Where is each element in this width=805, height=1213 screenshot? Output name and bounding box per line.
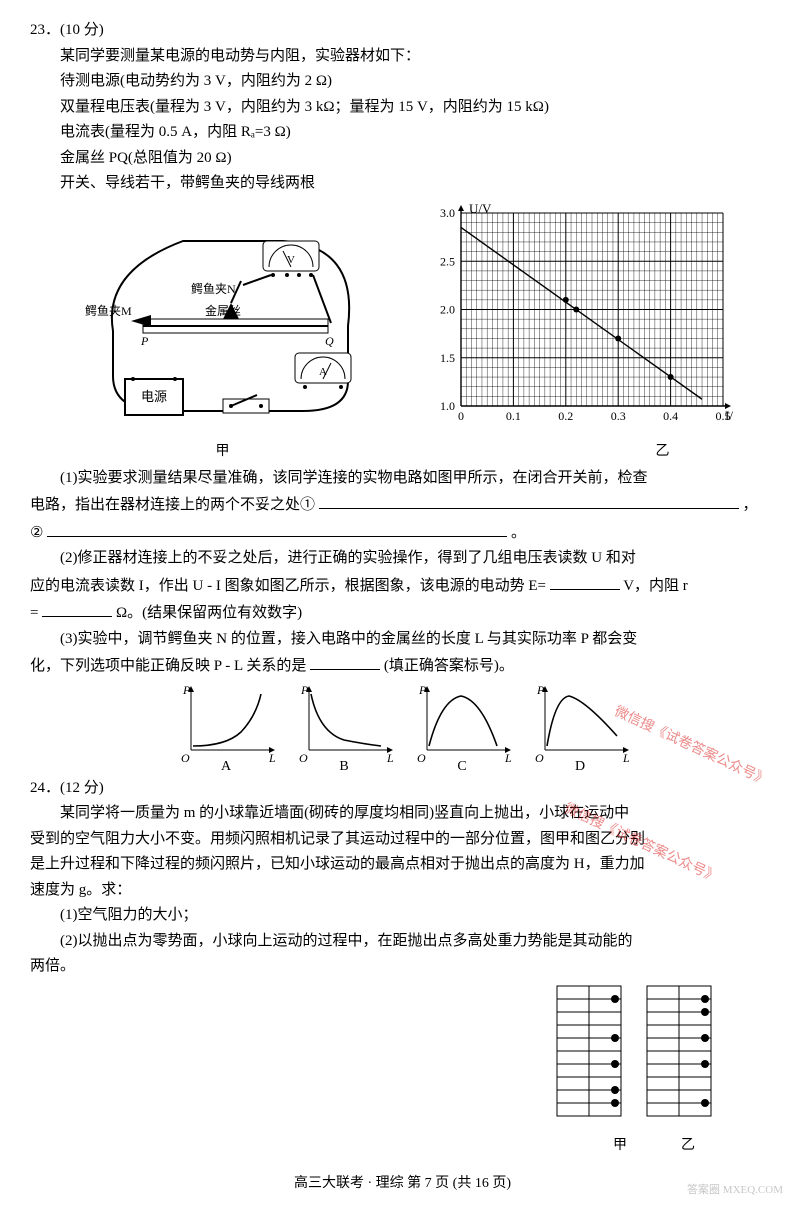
graph-svg: 00.10.20.30.40.51.01.52.02.53.0U/VI/A bbox=[413, 201, 733, 431]
q24-number: 24．(12 分) bbox=[30, 776, 775, 802]
q23-p1-e: 。 bbox=[511, 525, 526, 541]
svg-text:I/A: I/A bbox=[725, 408, 733, 423]
svg-text:L: L bbox=[268, 751, 276, 765]
svg-text:0.4: 0.4 bbox=[663, 409, 678, 423]
svg-text:P: P bbox=[300, 683, 309, 697]
svg-text:O: O bbox=[181, 751, 190, 765]
wall-figures bbox=[30, 984, 775, 1134]
q23-p1-c: ， bbox=[743, 497, 758, 513]
q23-p2-a: (2)修正器材连接上的不妥之处后，进行正确的实验操作，得到了几组电压表读数 U … bbox=[30, 546, 636, 572]
wall-left bbox=[555, 984, 625, 1134]
svg-text:B: B bbox=[339, 759, 348, 772]
graph-figure: 00.10.20.30.40.51.01.52.02.53.0U/VI/A 乙 bbox=[413, 201, 733, 464]
q24: 24．(12 分) 某同学将一质量为 m 的小球靠近墙面(砌砖的厚度均相同)竖直… bbox=[30, 776, 775, 1158]
svg-text:L: L bbox=[622, 751, 630, 765]
svg-text:U/V: U/V bbox=[469, 201, 492, 216]
svg-text:P: P bbox=[418, 683, 427, 697]
q23-p2-e: Ω。(结果保留两位有效数字) bbox=[116, 605, 302, 621]
q24-lb-4: (2)以抛出点为零势面，小球向上运动的过程中，在距抛出点多高处重力势能是其动能的 bbox=[30, 929, 775, 955]
q23-p3: (3)实验中，调节鳄鱼夹 N 的位置，接入电路中的金属丝的长度 L 与其实际功率… bbox=[30, 627, 775, 680]
q23-p2-c: V，内阻 r bbox=[623, 578, 688, 594]
svg-text:0.3: 0.3 bbox=[610, 409, 625, 423]
q23-p1-b: 电路，指出在器材连接上的两个不妥之处① bbox=[30, 497, 315, 513]
svg-text:O: O bbox=[299, 751, 308, 765]
svg-text:L: L bbox=[386, 751, 394, 765]
svg-text:D: D bbox=[574, 759, 584, 772]
q23-p1: (1)实验要求测量结果尽量准确，该同学连接的实物电路如图甲所示，在闭合开关前，检… bbox=[30, 466, 775, 547]
q24-lc: 两倍。 bbox=[30, 954, 775, 980]
q23-p2: (2)修正器材连接上的不妥之处后，进行正确的实验操作，得到了几组电压表读数 U … bbox=[30, 546, 775, 627]
battery-label: 电源 bbox=[140, 389, 166, 404]
blank-1 bbox=[319, 491, 739, 509]
blank-2 bbox=[47, 519, 507, 537]
svg-text:O: O bbox=[417, 751, 426, 765]
label-P: P bbox=[140, 334, 149, 348]
ammeter-label: A bbox=[319, 366, 327, 378]
svg-text:P: P bbox=[182, 683, 191, 697]
svg-text:1.5: 1.5 bbox=[440, 350, 455, 364]
q24-lb-2: 速度为 g。求： bbox=[30, 878, 775, 904]
option-C: P O L C bbox=[407, 682, 517, 772]
q23-figures: P Q 金属丝 鳄鱼夹M 鳄鱼夹N V bbox=[30, 201, 775, 464]
svg-text:3.0: 3.0 bbox=[440, 206, 455, 220]
circuit-figure: P Q 金属丝 鳄鱼夹M 鳄鱼夹N V bbox=[73, 211, 373, 464]
q24-la-0: 某同学将一质量为 m 的小球靠近墙面(砌砖的厚度均相同)竖直向上抛出，小球在运动… bbox=[30, 801, 775, 827]
voltmeter-label: V bbox=[287, 254, 295, 266]
q23-line-5: 开关、导线若干，带鳄鱼夹的导线两根 bbox=[30, 171, 775, 197]
q23-p3-b: 化，下列选项中能正确反映 P - L 关系的是 bbox=[30, 658, 306, 674]
wall-captions: 甲 乙 bbox=[30, 1134, 775, 1158]
page-footer: 高三大联考 · 理综 第 7 页 (共 16 页) bbox=[30, 1172, 775, 1196]
label-clipM: 鳄鱼夹M bbox=[85, 304, 132, 318]
svg-text:0.2: 0.2 bbox=[558, 409, 573, 423]
svg-text:0.1: 0.1 bbox=[505, 409, 520, 423]
q23-line-0: 某同学要测量某电源的电动势与内阻，实验器材如下： bbox=[30, 44, 775, 70]
svg-text:1.0: 1.0 bbox=[440, 399, 455, 413]
q23-p3-a: (3)实验中，调节鳄鱼夹 N 的位置，接入电路中的金属丝的长度 L 与其实际功率… bbox=[30, 627, 637, 653]
svg-text:P: P bbox=[536, 683, 545, 697]
q23-p1-a: (1)实验要求测量结果尽量准确，该同学连接的实物电路如图甲所示，在闭合开关前，检… bbox=[30, 466, 648, 492]
q23-line-2: 双量程电压表(量程为 3 V，内阻约为 3 kΩ；量程为 15 V，内阻约为 1… bbox=[30, 95, 775, 121]
q23-line-4: 金属丝 PQ(总阻值为 20 Ω) bbox=[30, 146, 775, 172]
wall-right bbox=[645, 984, 715, 1134]
option-A: P O L A bbox=[171, 682, 281, 772]
q23-number: 23．(10 分) bbox=[30, 18, 775, 44]
q23-p2-d: = bbox=[30, 605, 38, 621]
q23-p3-c: (填正确答案标号)。 bbox=[384, 658, 514, 674]
option-B: P O L B bbox=[289, 682, 399, 772]
q23-p1-d: ② bbox=[30, 525, 43, 541]
label-Q: Q bbox=[325, 334, 334, 348]
q23: 23．(10 分) 某同学要测量某电源的电动势与内阻，实验器材如下： 待测电源(… bbox=[30, 18, 775, 772]
svg-text:L: L bbox=[504, 751, 512, 765]
corner-logo: 答案圈 MXEQ.COM bbox=[687, 1181, 783, 1200]
svg-text:A: A bbox=[220, 759, 231, 772]
svg-text:C: C bbox=[457, 759, 466, 772]
blank-E bbox=[550, 572, 620, 590]
option-D: P O L D bbox=[525, 682, 635, 772]
svg-text:2.0: 2.0 bbox=[440, 302, 455, 316]
graph-caption: 乙 bbox=[413, 440, 733, 464]
label-clipN: 鳄鱼夹N bbox=[191, 282, 236, 296]
svg-text:2.5: 2.5 bbox=[440, 254, 455, 268]
svg-text:O: O bbox=[535, 751, 544, 765]
q23-line-3: 电流表(量程为 0.5 A，内阻 Rₐ=3 Ω) bbox=[30, 120, 775, 146]
blank-opt bbox=[310, 652, 380, 670]
wall-cap-left: 甲 bbox=[613, 1134, 627, 1158]
circuit-caption: 甲 bbox=[73, 440, 373, 464]
svg-text:0: 0 bbox=[458, 409, 464, 423]
q23-line-1: 待测电源(电动势约为 3 V，内阻约为 2 Ω) bbox=[30, 69, 775, 95]
blank-r bbox=[42, 599, 112, 617]
q24-lb-3: (1)空气阻力的大小； bbox=[30, 903, 775, 929]
q23-p2-b: 应的电流表读数 I，作出 U - I 图象如图乙所示，根据图象，该电源的电动势 … bbox=[30, 578, 546, 594]
wall-cap-right: 乙 bbox=[681, 1134, 695, 1158]
circuit-svg: P Q 金属丝 鳄鱼夹M 鳄鱼夹N V bbox=[73, 211, 373, 431]
